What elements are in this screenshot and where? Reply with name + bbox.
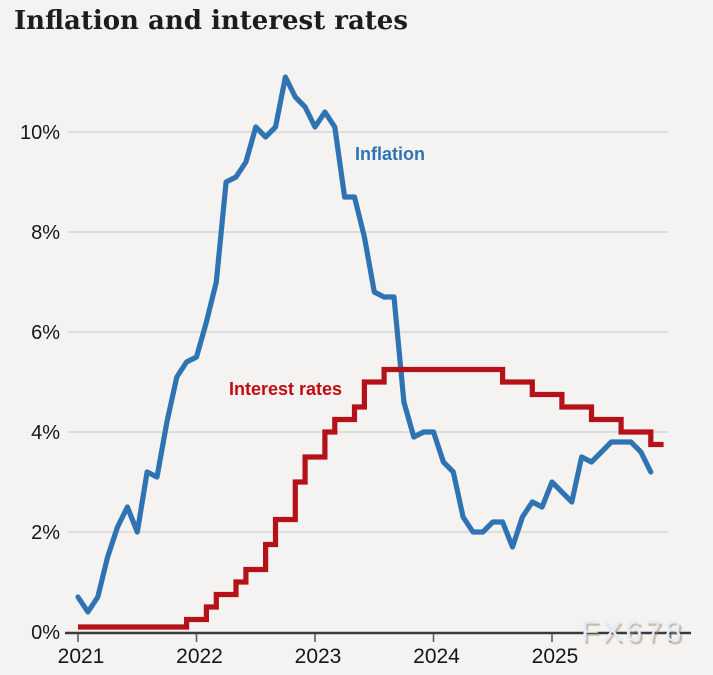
data-series	[75, 74, 664, 630]
inflation-line	[75, 74, 654, 615]
x-axis	[65, 631, 691, 642]
y-tick-label: 2%	[31, 522, 60, 544]
y-tick-label: 6%	[31, 322, 60, 344]
gridlines	[68, 131, 668, 533]
chart-title: Inflation and interest rates	[14, 6, 408, 36]
x-tick-label: 2022	[176, 645, 223, 668]
x-tick-label: 2024	[413, 645, 460, 668]
x-tick-label: 2021	[58, 645, 105, 668]
x-tick-label: 2023	[295, 645, 342, 668]
axis-tick-labels: 0% 2% 4% 6% 8% 10% 2021 2022 2023 2024 2025	[20, 122, 578, 668]
y-tick-label: 0%	[31, 622, 60, 644]
y-tick-label: 10%	[20, 122, 60, 144]
interest-rates-line	[78, 366, 664, 630]
y-tick-label: 4%	[31, 422, 60, 444]
x-tick-label: 2025	[532, 645, 579, 668]
y-tick-label: 8%	[31, 222, 60, 244]
